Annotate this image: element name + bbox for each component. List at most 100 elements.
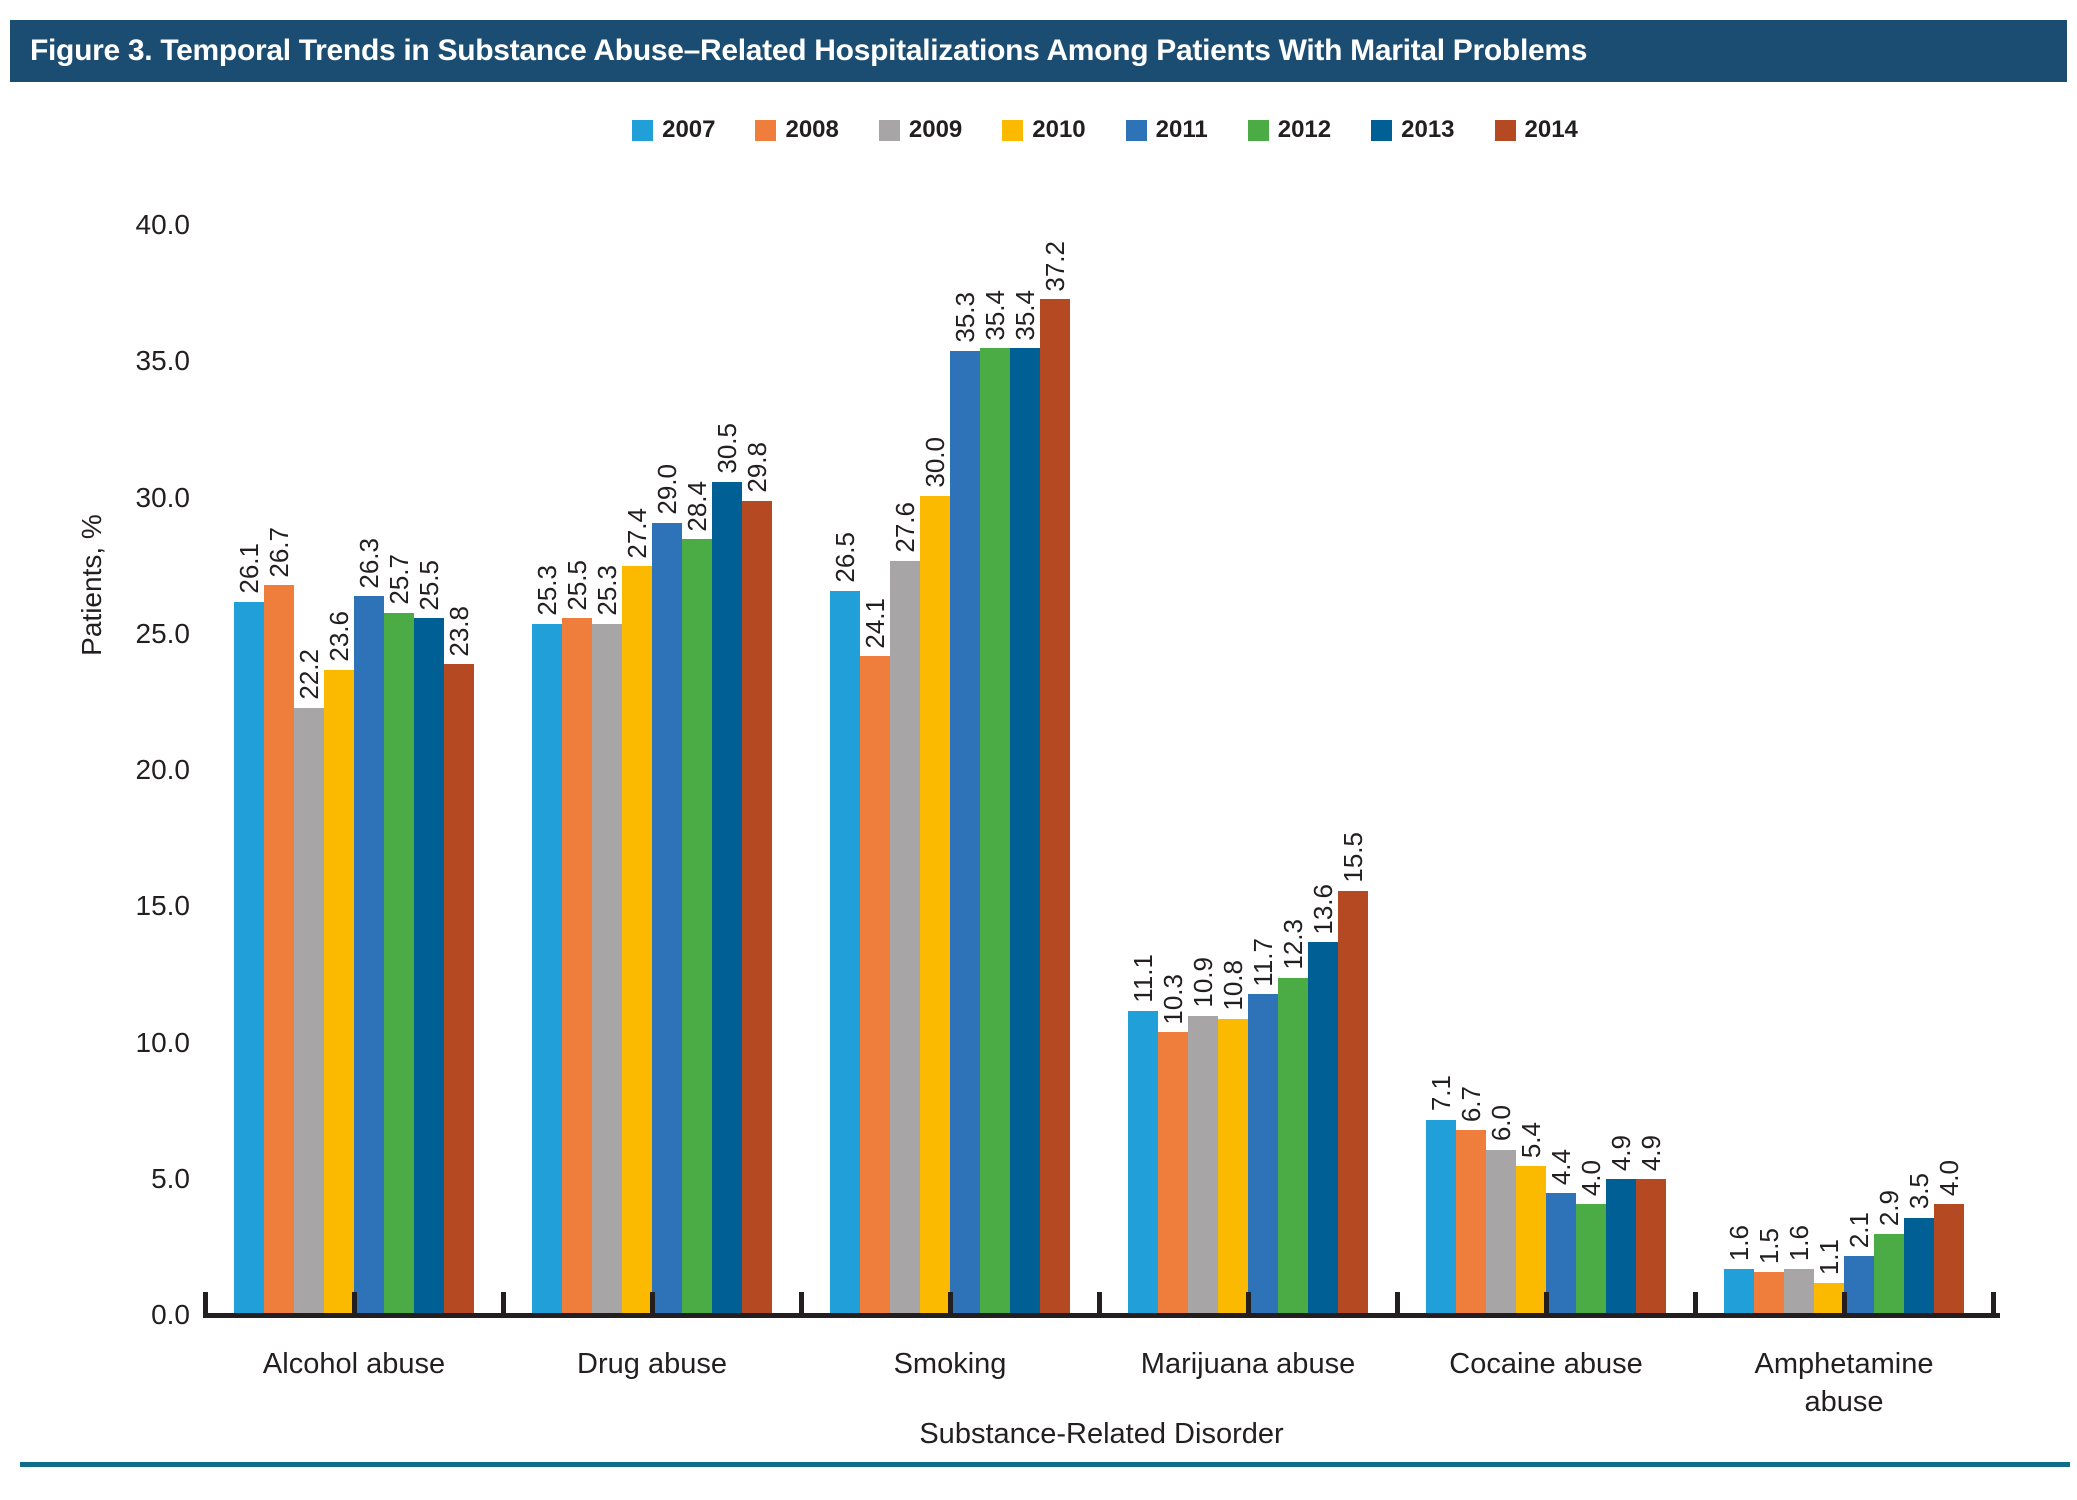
bar-value-label: 11.7 — [1248, 937, 1278, 987]
legend-label-2011: 2011 — [1155, 116, 1208, 143]
bar-value-label: 3.5 — [1904, 1173, 1934, 1210]
bar-value-label: 25.5 — [562, 559, 592, 611]
legend-item-2010: 2010 — [1002, 116, 1086, 144]
bar-2013-5 — [1606, 1179, 1636, 1313]
bar-value-label: 10.3 — [1158, 973, 1188, 1025]
bar-value-label: 22.2 — [294, 649, 324, 701]
legend-label-2008: 2008 — [785, 116, 839, 143]
bar-value-label: 25.7 — [384, 554, 414, 605]
bar-2013-2 — [712, 481, 742, 1313]
legend-swatch-2012 — [1247, 119, 1269, 141]
footer-separator-line — [20, 1462, 2070, 1467]
y-axis-tick-label: 0.0 — [151, 1299, 190, 1330]
x-axis-tick — [1544, 1292, 1549, 1318]
legend-label-2009: 2009 — [908, 116, 963, 143]
bar-2009-5 — [1486, 1149, 1516, 1313]
bar-value-label: 10.8 — [1218, 960, 1248, 1011]
legend-label-2010: 2010 — [1032, 116, 1086, 143]
bar-2011-1 — [354, 596, 384, 1313]
bar-2014-1 — [444, 664, 474, 1313]
bar-value-label: 7.1 — [1426, 1075, 1456, 1112]
bar-2007-2 — [532, 623, 562, 1313]
figure-title: Figure 3. Temporal Trends in Substance A… — [30, 34, 1588, 67]
x-axis-tick — [1097, 1292, 1102, 1318]
x-axis-tick — [1693, 1292, 1698, 1318]
bar-value-label: 4.9 — [1606, 1135, 1636, 1172]
x-axis-tick — [1842, 1292, 1847, 1318]
bar-2007-3 — [830, 590, 860, 1313]
bar-value-label: 23.6 — [324, 611, 354, 662]
y-axis-tick-label: 30.0 — [135, 481, 191, 513]
bar-2008-1 — [264, 585, 294, 1313]
bar-value-label: 35.4 — [1010, 289, 1040, 341]
bar-value-label: 26.1 — [234, 543, 264, 594]
bar-2014-3 — [1040, 299, 1070, 1313]
bar-2010-3 — [920, 495, 950, 1313]
x-axis-tick — [1246, 1292, 1251, 1318]
bar-2014-6 — [1934, 1204, 1964, 1313]
bar-value-label: 4.9 — [1636, 1135, 1666, 1172]
bar-2012-4 — [1278, 977, 1308, 1313]
bar-2012-2 — [682, 539, 712, 1313]
bar-2014-5 — [1636, 1179, 1666, 1313]
x-axis-tick — [650, 1292, 655, 1318]
bar-value-label: 1.1 — [1814, 1238, 1844, 1276]
bar-2007-5 — [1426, 1119, 1456, 1313]
bar-value-label: 30.0 — [920, 436, 950, 488]
x-category-label: Marijuana abuse — [1140, 1348, 1356, 1380]
bar-value-label: 29.8 — [742, 442, 772, 493]
x-axis-tick — [1991, 1292, 1996, 1318]
bar-2008-3 — [860, 656, 890, 1313]
bar-2011-6 — [1844, 1255, 1874, 1313]
bar-2008-5 — [1456, 1130, 1486, 1313]
legend-item-2013: 2013 — [1371, 116, 1455, 144]
bar-value-label: 29.0 — [652, 464, 682, 515]
bar-2011-4 — [1248, 994, 1278, 1313]
bar-2014-4 — [1338, 890, 1368, 1313]
bar-value-label: 26.5 — [830, 532, 860, 583]
legend-item-2007: 2007 — [632, 116, 715, 144]
bar-value-label: 1.6 — [1784, 1225, 1814, 1262]
y-axis-tick-label: 20.0 — [135, 754, 191, 785]
bar-2010-6 — [1814, 1283, 1844, 1313]
bar-value-label: 10.9 — [1188, 957, 1218, 1008]
y-axis-tick-label: 25.0 — [135, 617, 191, 649]
x-axis-tick — [501, 1292, 506, 1318]
bar-2007-6 — [1724, 1269, 1754, 1313]
bar-value-label: 6.0 — [1486, 1105, 1516, 1142]
bar-value-label: 25.5 — [414, 559, 444, 611]
y-axis-tick-label: 40.0 — [135, 209, 191, 240]
x-category-label: Alcohol abuse — [262, 1348, 446, 1380]
y-axis-tick-label: 35.0 — [135, 345, 191, 377]
x-axis-tick — [1395, 1292, 1400, 1318]
bar-value-label: 4.0 — [1934, 1159, 1964, 1196]
x-axis-tick — [799, 1292, 804, 1318]
bar-value-label: 1.6 — [1724, 1225, 1754, 1262]
bar-value-label: 28.4 — [682, 480, 712, 532]
bar-2011-2 — [652, 522, 682, 1313]
x-category-label: Cocaine abuse — [1449, 1348, 1643, 1380]
bar-2013-4 — [1308, 942, 1338, 1313]
bar-value-label: 35.3 — [950, 292, 980, 344]
bar-value-label: 25.3 — [532, 564, 562, 616]
bar-2012-1 — [384, 612, 414, 1313]
bar-value-label: 37.2 — [1040, 240, 1070, 292]
x-category-label: Amphetamine abuse — [1754, 1348, 1934, 1418]
bar-2007-1 — [234, 601, 264, 1313]
y-axis-tick-label: 5.0 — [151, 1162, 190, 1194]
x-category-label: Smoking — [893, 1348, 1007, 1380]
y-axis-tick-label: 15.0 — [135, 890, 191, 922]
bar-value-label: 2.9 — [1874, 1189, 1904, 1226]
y-axis-tick-label: 10.0 — [135, 1026, 191, 1058]
bar-2009-6 — [1784, 1269, 1814, 1313]
legend-swatch-2008 — [755, 119, 777, 141]
bar-2009-4 — [1188, 1015, 1218, 1313]
bar-value-label: 11.1 — [1128, 953, 1158, 1003]
legend-item-2008: 2008 — [755, 116, 839, 144]
bar-2011-3 — [950, 351, 980, 1313]
legend-swatch-2013 — [1371, 119, 1393, 141]
bar-value-label: 30.5 — [712, 423, 742, 474]
bar-value-label: 1.5 — [1754, 1227, 1784, 1265]
bar-2013-6 — [1904, 1217, 1934, 1313]
